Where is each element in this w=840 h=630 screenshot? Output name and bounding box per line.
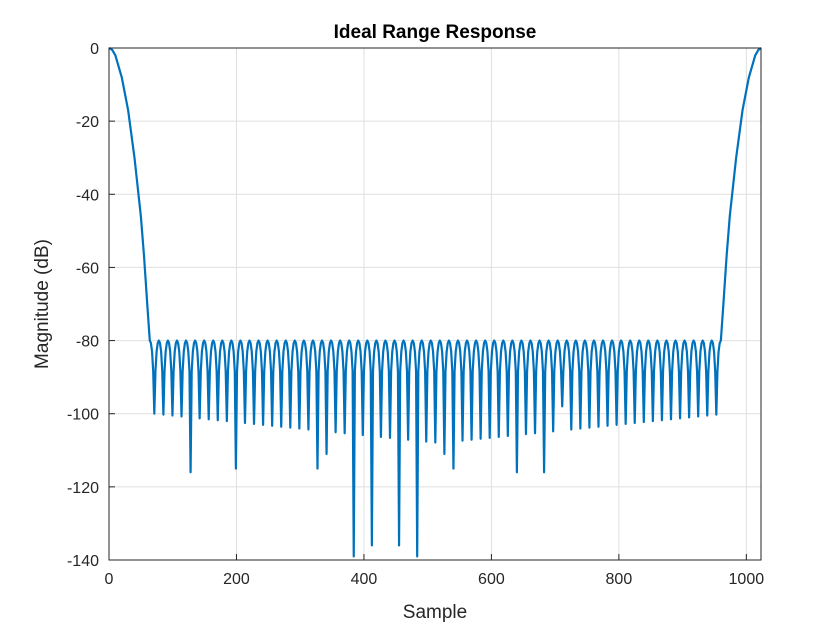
x-tick-label: 400 (351, 571, 378, 588)
y-tick-label: -40 (76, 187, 99, 204)
x-axis-label: Sample (403, 602, 467, 623)
series-line (108, 47, 762, 558)
y-tick-label: 0 (90, 41, 99, 58)
x-tick-label: 600 (478, 571, 505, 588)
x-tick-label: 200 (223, 571, 250, 588)
y-axis-label: Magnitude (dB) (32, 239, 53, 369)
y-tick-label: -20 (76, 114, 99, 131)
x-tick-label: 800 (606, 571, 633, 588)
ticks: 0 200 400 600 800 1000 0 -20 -40 -60 -80 -100 -120 -1… (67, 41, 764, 588)
chart-title: Ideal Range Response (334, 22, 537, 43)
y-tick-label: -120 (67, 480, 99, 497)
plot-area (108, 47, 762, 558)
y-tick-label: -100 (67, 407, 99, 424)
x-tick-label: 0 (105, 571, 114, 588)
x-tick-label: 1000 (729, 571, 765, 588)
y-tick-label: -140 (67, 553, 99, 570)
y-tick-label: -80 (76, 334, 99, 351)
axes-box (108, 47, 762, 561)
y-tick-label: -60 (76, 260, 99, 277)
